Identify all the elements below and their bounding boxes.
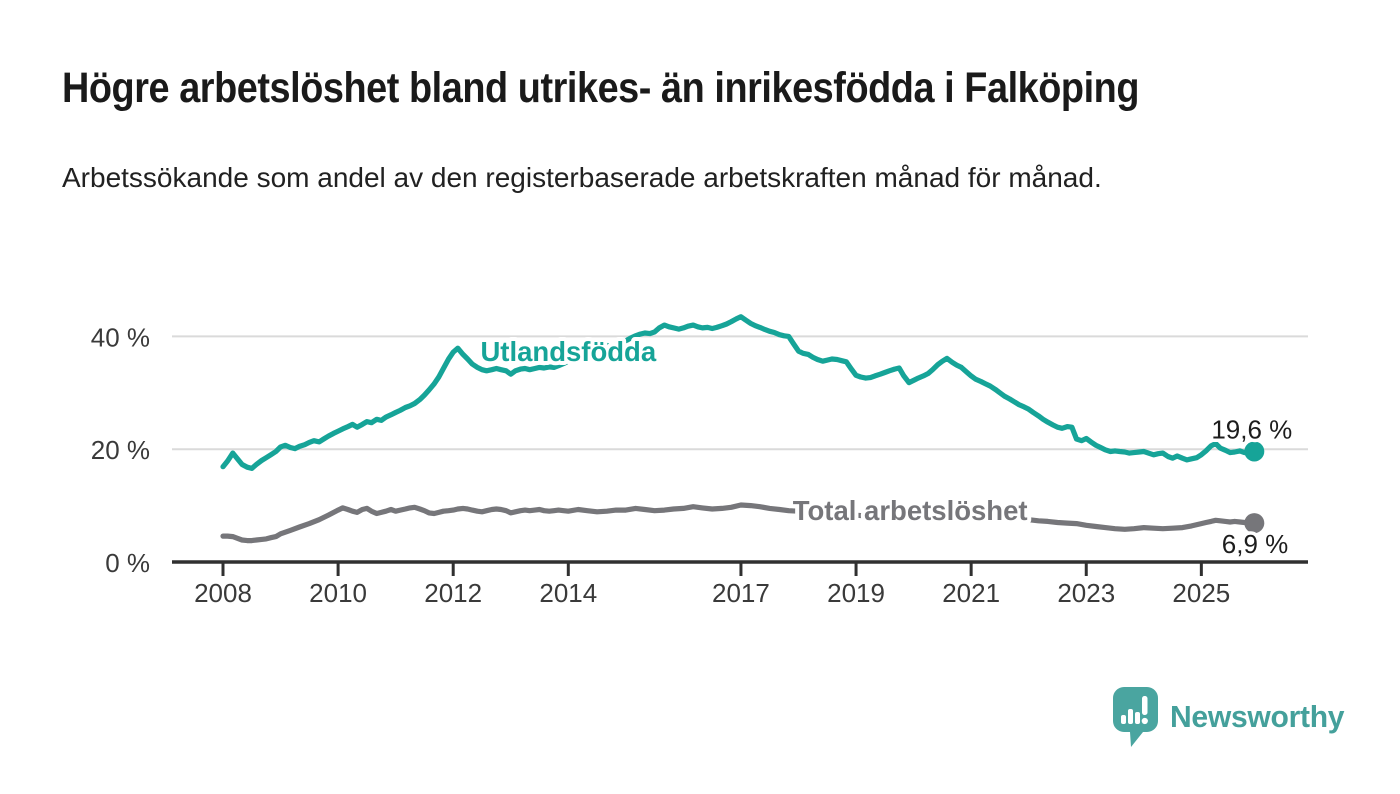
gridlines-group <box>172 335 1308 451</box>
x-axis-tick-label: 2012 <box>424 578 482 608</box>
chart-subtitle: Arbetssökande som andel av den registerb… <box>62 162 1102 193</box>
x-axis-tick-label: 2021 <box>942 578 1000 608</box>
end-value-label-total: 6,9 % <box>1222 529 1289 559</box>
x-axis-tick-label: 2025 <box>1172 578 1230 608</box>
newsworthy-logo: Newsworthy <box>1112 686 1350 748</box>
newsworthy-logo-icon <box>1113 687 1158 747</box>
y-axis-tick-label: 20 % <box>91 435 150 465</box>
x-axis-tick-label: 2008 <box>194 578 252 608</box>
series-end-dot-total <box>1244 513 1265 534</box>
annotations-group: Utlandsfödda Total arbetslöshet 19,6 % 6,9 … <box>476 332 1295 562</box>
end-value-label-utlandsfodda: 19,6 % <box>1211 414 1292 444</box>
line-chart-svg: 0 % 20 % 40 % 2008 2010 2012 2014 2017 2019 2021 2… <box>91 314 1308 608</box>
x-axis-tick-label: 2014 <box>539 578 597 608</box>
series-line-utlandsfodda <box>220 314 1257 471</box>
x-axis-tick-label: 2023 <box>1057 578 1115 608</box>
series-label-utlandsfodda: Utlandsfödda <box>480 336 656 367</box>
newsworthy-brand-text: Newsworthy <box>1170 699 1345 734</box>
y-axis-tick-label: 0 % <box>105 548 150 578</box>
series-group <box>220 314 1265 544</box>
series-line-total <box>220 502 1257 544</box>
series-label-total: Total arbetslöshet <box>793 495 1028 526</box>
y-axis-tick-label: 40 % <box>91 322 150 352</box>
x-axis-tick-label: 2019 <box>827 578 885 608</box>
axis-group: 0 % 20 % 40 % 2008 2010 2012 2014 2017 2019 2021 2… <box>91 322 1308 608</box>
x-axis-tick-label: 2010 <box>309 578 367 608</box>
chart-title: Högre arbetslöshet bland utrikes- än inr… <box>62 64 1140 112</box>
series-end-dot-utlandsfodda <box>1244 441 1265 462</box>
x-axis-tick-label: 2017 <box>712 578 770 608</box>
